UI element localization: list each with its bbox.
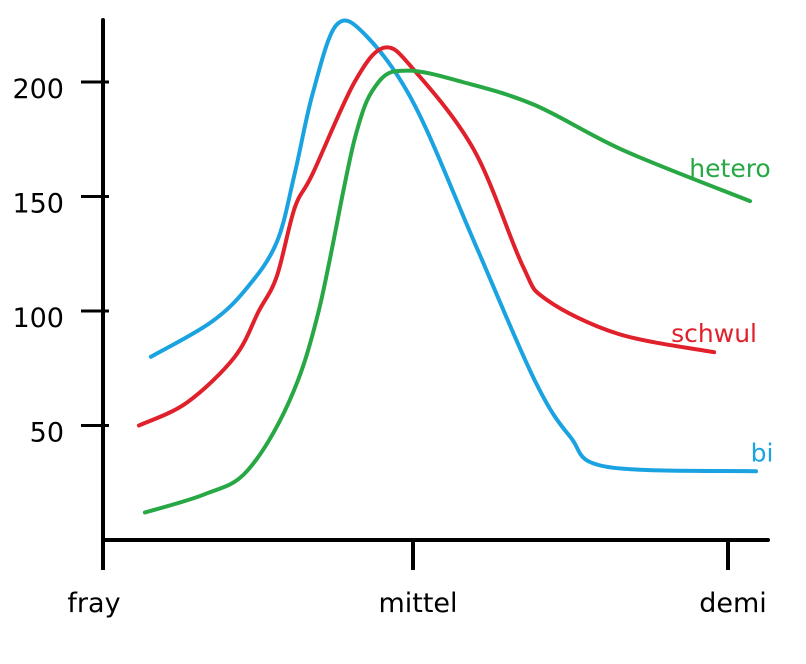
y-tick-label-100: 100 — [12, 303, 64, 334]
line-chart: 50 100 150 200 fray mittel demi bi schwul hetero — [0, 0, 806, 664]
series-line-schwul — [139, 47, 714, 425]
x-tick-label-mittel: mittel — [378, 588, 457, 619]
x-tick-label-demi: demi — [699, 588, 767, 619]
y-tick-label-200: 200 — [12, 74, 64, 105]
series-line-bi — [151, 20, 756, 471]
series-label-hetero: hetero — [689, 154, 770, 183]
series-line-hetero — [145, 71, 750, 513]
x-tick-label-fray: fray — [67, 588, 120, 619]
chart-container: 50 100 150 200 fray mittel demi bi schwul hetero — [0, 0, 806, 664]
series-label-bi: bi — [751, 438, 774, 467]
y-tick-label-150: 150 — [12, 189, 64, 220]
y-tick-label-50: 50 — [30, 418, 64, 449]
series-label-schwul: schwul — [671, 319, 757, 348]
